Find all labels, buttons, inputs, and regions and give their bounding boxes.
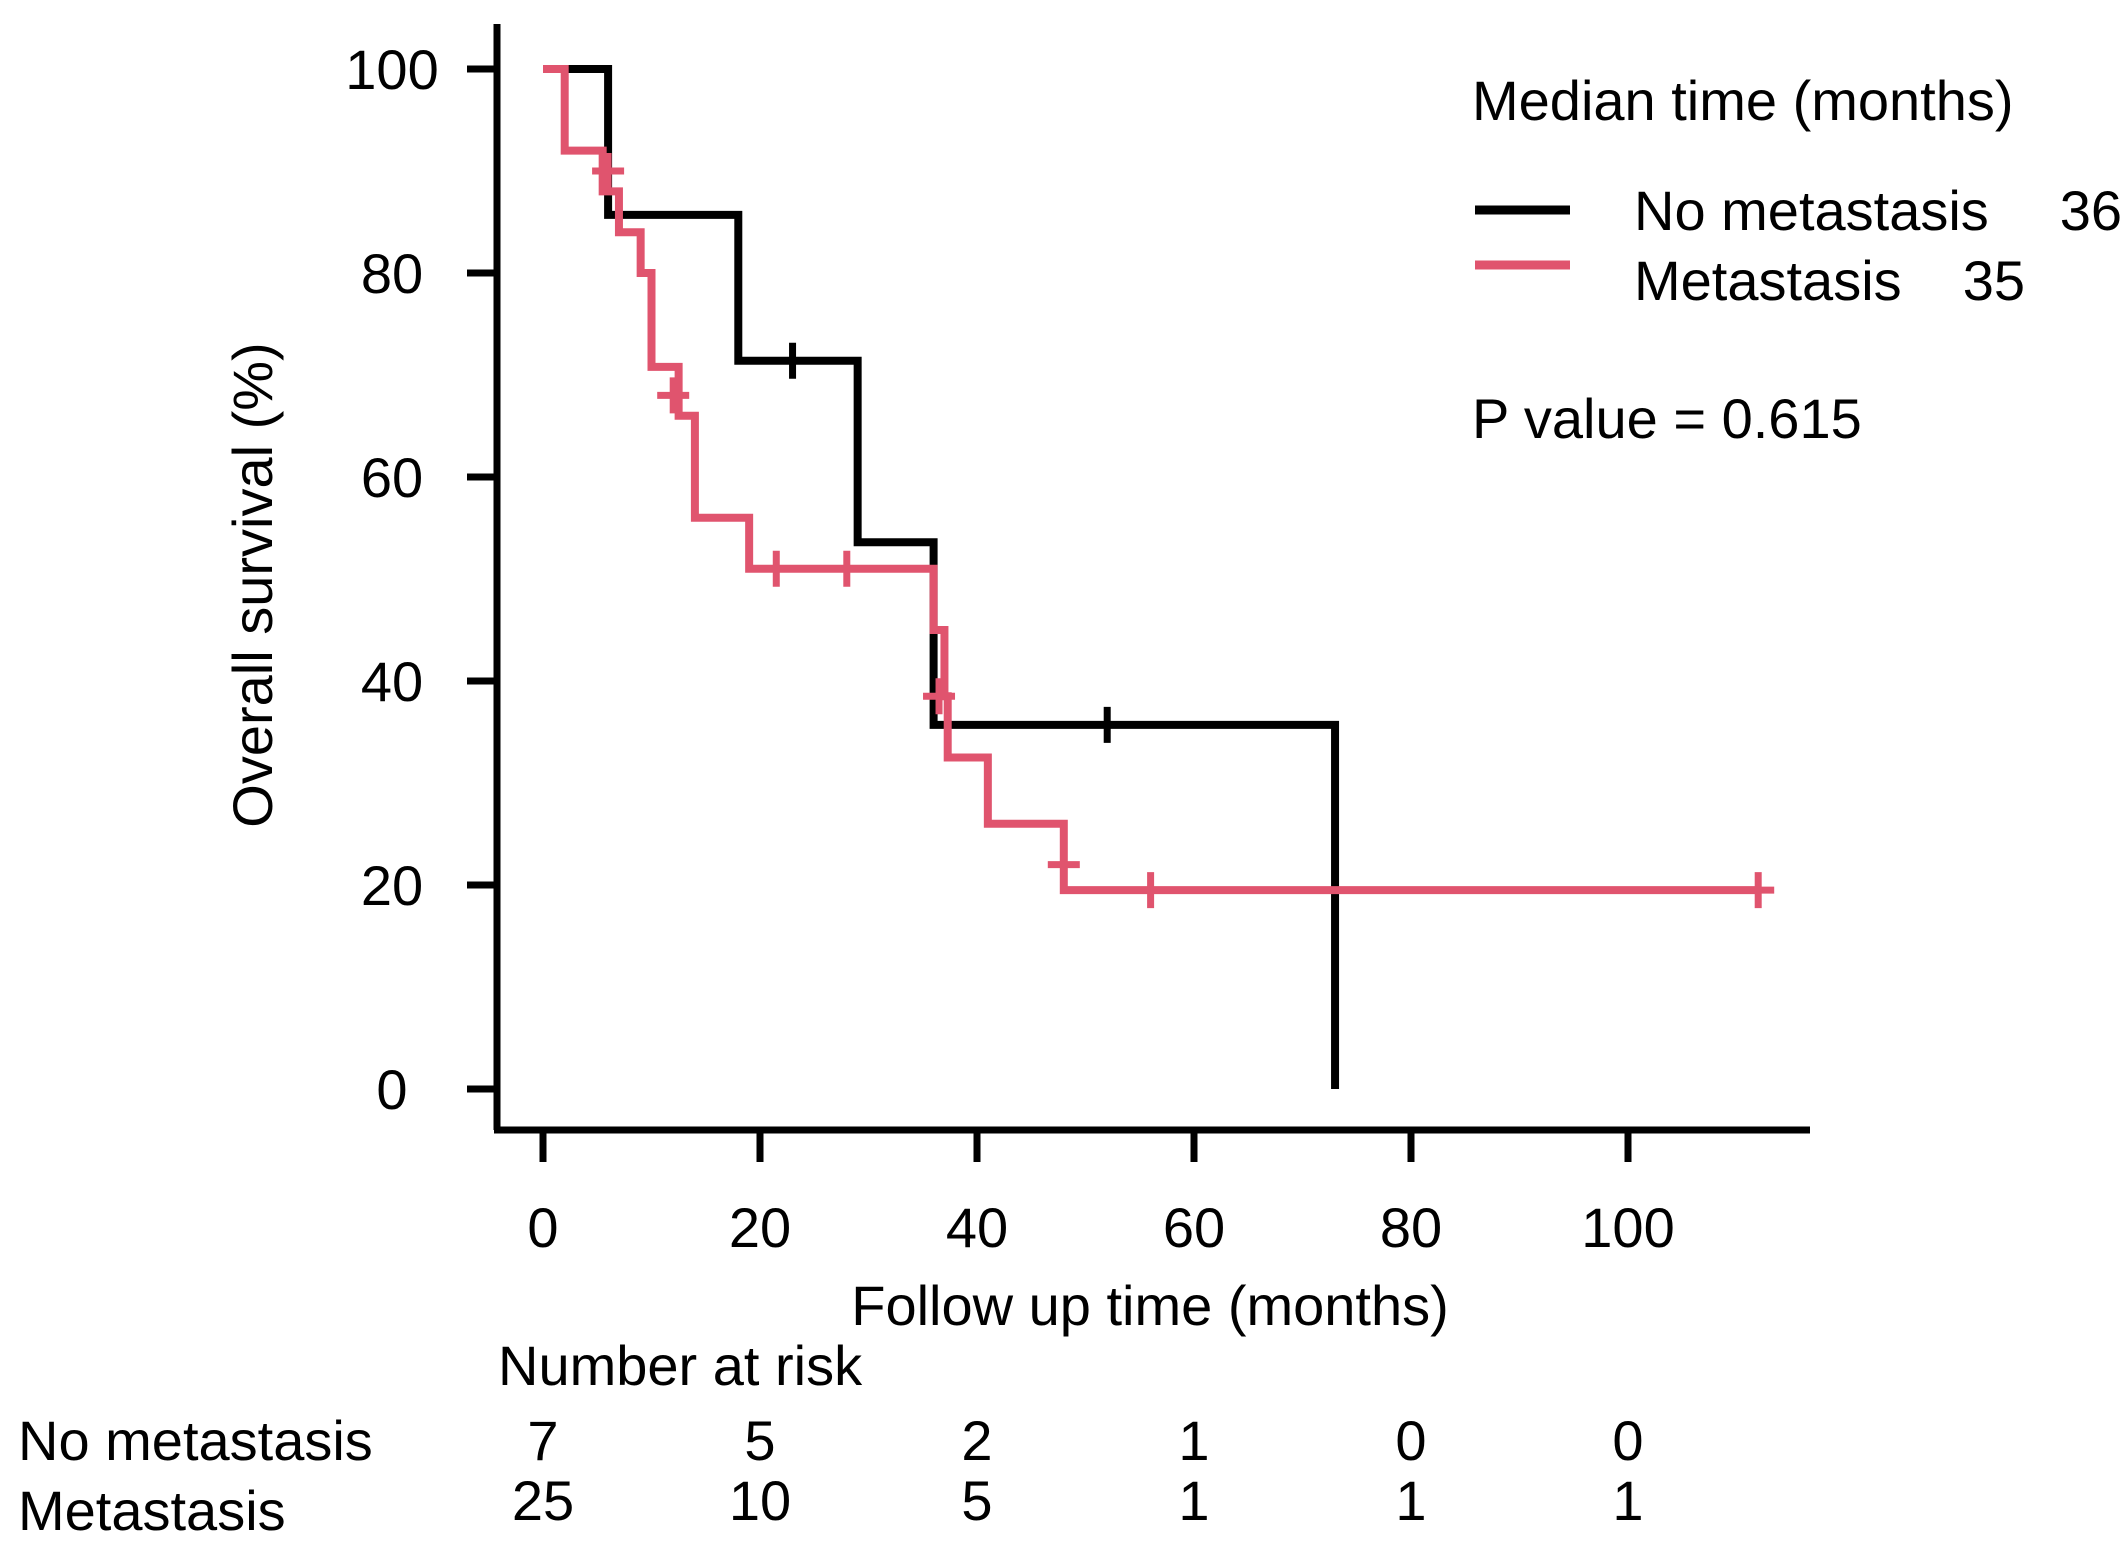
legend-title: Median time (months) bbox=[1472, 69, 2014, 132]
x-ticks: 0 20 40 60 80 100 bbox=[527, 1130, 1675, 1259]
risk-row-label-metastasis: Metastasis bbox=[18, 1479, 286, 1542]
p-value-annotation: P value = 0.615 bbox=[1472, 387, 1862, 450]
series-line-metastasis bbox=[543, 65, 1759, 895]
risk-value: 7 bbox=[527, 1409, 558, 1472]
y-ticks: 0 20 40 60 80 100 bbox=[345, 38, 497, 1121]
risk-value: 1 bbox=[1395, 1469, 1426, 1532]
series-line-no-metastasis bbox=[543, 65, 1340, 1089]
risk-value: 1 bbox=[1612, 1469, 1643, 1532]
risk-table-title: Number at risk bbox=[498, 1334, 863, 1397]
x-tick-label: 80 bbox=[1380, 1196, 1442, 1259]
y-tick-label: 80 bbox=[361, 242, 423, 305]
y-tick-label: 60 bbox=[361, 446, 423, 509]
risk-value: 1 bbox=[1178, 1469, 1209, 1532]
legend-label-metastasis: Metastasis bbox=[1634, 249, 1902, 312]
risk-value: 0 bbox=[1395, 1409, 1426, 1472]
risk-value: 1 bbox=[1178, 1409, 1209, 1472]
risk-value: 5 bbox=[744, 1409, 775, 1472]
risk-value: 0 bbox=[1612, 1409, 1643, 1472]
risk-value: 25 bbox=[512, 1469, 574, 1532]
y-tick-label: 20 bbox=[361, 854, 423, 917]
risk-value: 10 bbox=[729, 1469, 791, 1532]
legend-label-no-metastasis: No metastasis bbox=[1634, 179, 1989, 242]
x-tick-label: 0 bbox=[527, 1196, 558, 1259]
y-tick-label: 40 bbox=[361, 650, 423, 713]
risk-row-label-no-metastasis: No metastasis bbox=[18, 1409, 373, 1472]
risk-value: 5 bbox=[961, 1469, 992, 1532]
legend-median-metastasis: 35 bbox=[1963, 249, 2025, 312]
x-axis-label: Follow up time (months) bbox=[851, 1274, 1449, 1337]
y-tick-label: 100 bbox=[345, 38, 438, 101]
risk-values: 7 5 2 1 0 025 10 5 1 1 1 bbox=[512, 1409, 1644, 1532]
legend: Median time (months) No metastasis 36 Me… bbox=[1472, 69, 2122, 312]
y-tick-label: 0 bbox=[376, 1058, 407, 1121]
risk-table: Number at risk No metastasis Metastasis … bbox=[18, 1334, 1644, 1542]
x-tick-label: 60 bbox=[1163, 1196, 1225, 1259]
x-tick-label: 40 bbox=[946, 1196, 1008, 1259]
x-tick-label: 100 bbox=[1581, 1196, 1674, 1259]
x-tick-label: 20 bbox=[729, 1196, 791, 1259]
y-axis-label: Overall survival (%) bbox=[221, 342, 284, 827]
legend-median-no-metastasis: 36 bbox=[2060, 179, 2122, 242]
risk-value: 2 bbox=[961, 1409, 992, 1472]
series-layer bbox=[543, 65, 1775, 1089]
